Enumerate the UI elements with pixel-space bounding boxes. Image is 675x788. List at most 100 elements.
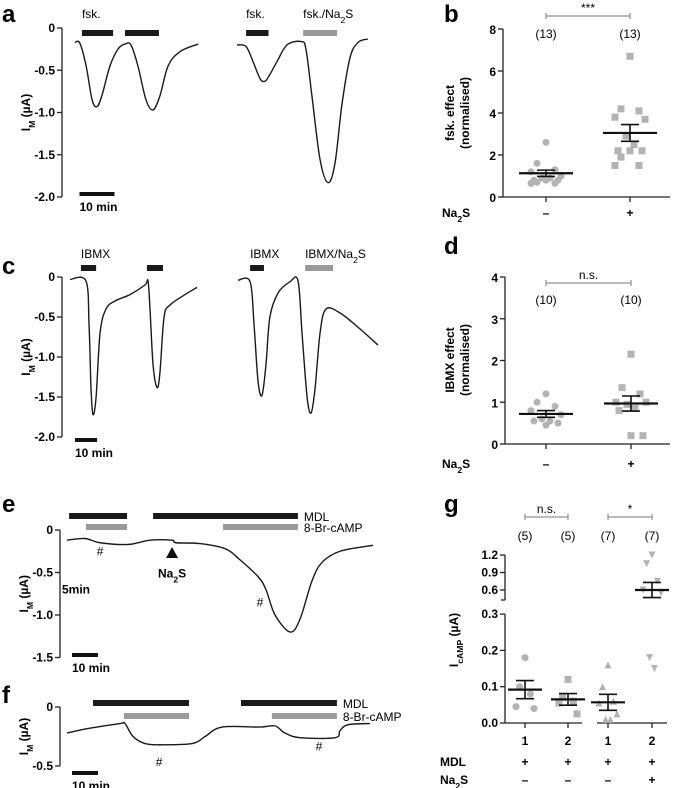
x-axis-label: Na2S <box>442 206 470 224</box>
y-tick-label: 0 <box>46 700 53 714</box>
y-tick-label: 0.9 <box>481 566 498 580</box>
y-axis-label: IM (µA) <box>19 94 37 131</box>
data-point <box>636 390 644 398</box>
y-tick-label: -1.0 <box>32 608 53 622</box>
y-tick-label: 0.6 <box>481 583 498 597</box>
data-point <box>527 179 535 187</box>
application-bar <box>246 30 269 36</box>
x-axis-label-part: S <box>462 457 470 471</box>
n-label: (7) <box>645 529 660 543</box>
scale-bar-label: 10 min <box>72 661 110 675</box>
y-axis-label-part: M <box>25 745 35 752</box>
application-bar <box>303 30 338 36</box>
x-axis-label-part: 2 <box>457 465 462 475</box>
hash-mark: # <box>97 545 104 559</box>
data-point <box>599 683 607 691</box>
application-bar <box>153 513 298 519</box>
data-point <box>614 147 622 155</box>
y-tick-label: 4 <box>489 107 496 121</box>
data-point <box>551 179 559 187</box>
y-axis-label: fsk. effect(normalised) <box>443 77 472 149</box>
na2s-sign: – <box>565 773 572 787</box>
arrow-icon <box>166 547 179 559</box>
y-tick-label: -0.5 <box>32 759 53 773</box>
y-tick-label: 4 <box>491 271 498 285</box>
bar-label: fsk. <box>246 7 265 21</box>
y-axis-label-line: (normalised) <box>458 324 472 396</box>
current-trace <box>237 276 379 414</box>
application-bar <box>123 713 189 719</box>
bar-label: MDL <box>343 697 369 711</box>
na2s-sign: – <box>605 773 612 787</box>
mdl-sign: + <box>648 755 655 769</box>
scale-bar-label: 10 min <box>75 446 113 460</box>
y-tick-label: 2 <box>489 149 496 163</box>
data-point <box>527 407 535 415</box>
y-axis-label: IM (µA) <box>17 718 35 755</box>
y-axis-label-part: cAMP <box>455 640 465 664</box>
y-tick-label: 0.3 <box>481 607 498 621</box>
data-point <box>559 694 567 702</box>
panel-label-c: c <box>2 253 15 280</box>
y-tick-label: -0.5 <box>34 310 55 324</box>
data-point <box>542 421 550 429</box>
y-axis-label: IM (µA) <box>19 338 37 375</box>
data-point <box>650 665 658 673</box>
data-point <box>642 398 650 406</box>
data-point <box>554 419 562 427</box>
data-point <box>569 697 577 705</box>
panel-label-g: g <box>444 491 459 518</box>
row-label-na2s-part: 2 <box>455 781 460 788</box>
significance-label: n.s. <box>579 268 598 282</box>
panel-label-d: d <box>444 233 459 260</box>
x-axis-label-part: Na <box>442 206 458 220</box>
data-point <box>653 577 661 585</box>
application-bar <box>250 265 264 271</box>
bar-label: MDL <box>304 510 330 524</box>
significance-label: *** <box>581 1 595 15</box>
y-tick-label: 0.0 <box>481 716 498 730</box>
y-axis-label-part: M <box>25 602 35 609</box>
y-axis-label-line: IBMX effect <box>443 327 457 392</box>
x-axis-label: Na2S <box>442 457 470 475</box>
x-tick-label: 1 <box>522 734 529 748</box>
data-point <box>646 654 654 662</box>
scale-bar <box>79 192 115 196</box>
data-point <box>542 176 550 184</box>
data-point <box>618 384 626 392</box>
application-bar <box>125 30 159 36</box>
data-point <box>635 107 643 115</box>
y-tick-label: 0 <box>489 191 496 205</box>
y-tick-label: -1.0 <box>34 350 55 364</box>
y-axis-label-part: I <box>19 128 33 131</box>
data-point <box>643 560 651 568</box>
y-axis-label-part: I <box>17 752 31 755</box>
y-tick-label: 3 <box>491 313 498 327</box>
y-axis-label: IM (µA) <box>17 575 35 612</box>
current-trace <box>74 40 199 111</box>
x-axis-label-part: 2 <box>457 214 462 224</box>
application-bar <box>69 513 128 519</box>
data-point <box>638 147 646 155</box>
mdl-sign: + <box>521 755 528 769</box>
arrow-label-part: Na <box>158 567 174 581</box>
data-point <box>530 417 538 425</box>
n-label: (13) <box>535 27 556 41</box>
y-tick-label: -1.0 <box>34 106 55 120</box>
data-point <box>612 398 620 406</box>
application-bar <box>240 700 337 706</box>
bar-label: IBMX <box>81 247 110 261</box>
application-bar <box>93 700 189 706</box>
bar-label: 8-Br-cAMP <box>343 710 402 724</box>
data-point <box>613 710 621 718</box>
data-point <box>657 589 665 597</box>
y-tick-label: -2.0 <box>34 190 55 204</box>
data-point <box>615 407 623 415</box>
y-axis-label: IcAMP (µA) <box>447 613 465 667</box>
bar-label-part: 2 <box>353 255 358 265</box>
hash-mark: # <box>156 755 163 769</box>
y-axis-label-part: (µA) <box>447 613 461 640</box>
scale-bar <box>72 771 98 775</box>
data-point <box>611 113 619 121</box>
